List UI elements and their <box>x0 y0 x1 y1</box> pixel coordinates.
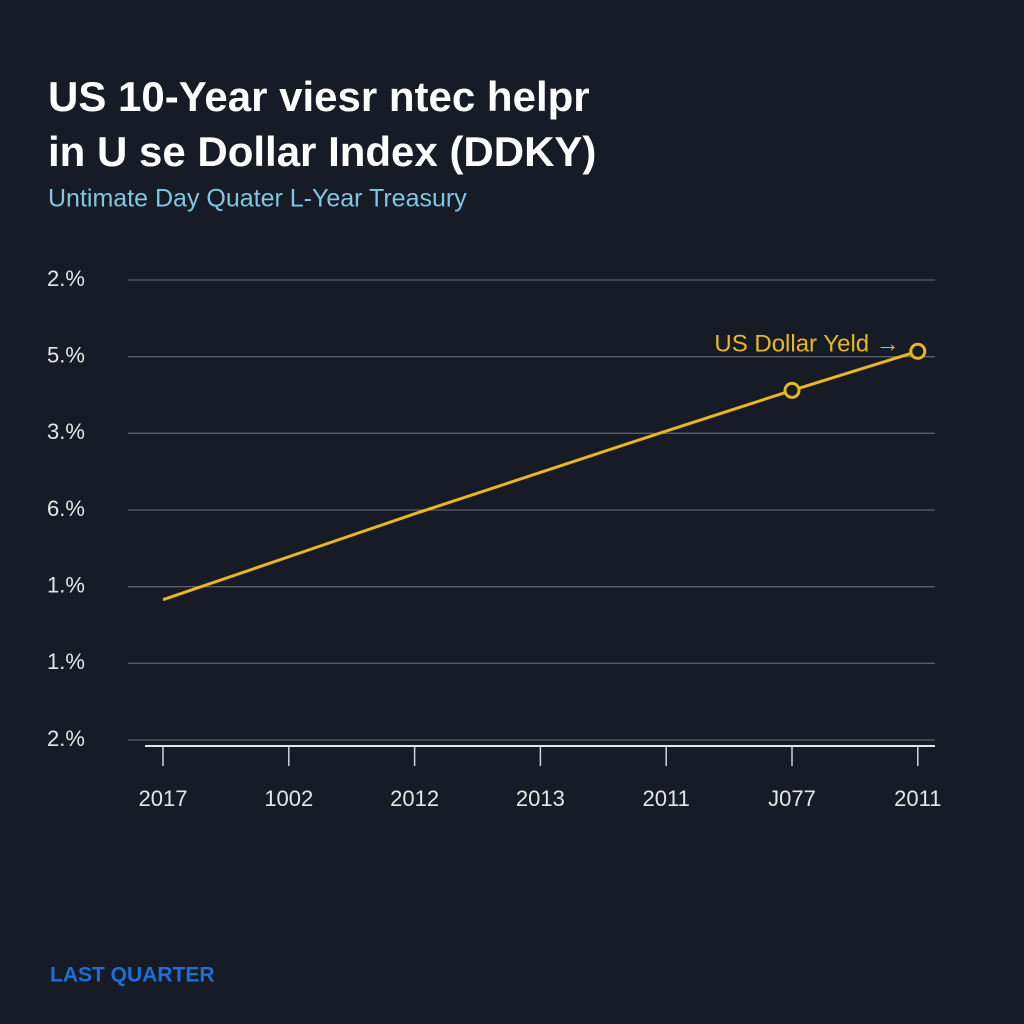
y-tick-label: 2.% <box>47 266 85 291</box>
y-tick-label: 2.% <box>47 726 85 751</box>
y-tick-label: 5.% <box>47 342 85 367</box>
annotation: US Dollar Yeld → <box>714 331 899 358</box>
y-tick-label: 3.% <box>47 419 85 444</box>
x-tick-label: J077 <box>768 786 816 811</box>
x-tick-label: 1002 <box>264 786 313 811</box>
y-tick-label: 1.% <box>47 649 85 674</box>
x-tick-label: 2017 <box>139 786 188 811</box>
chart-title: US 10-Year viesr ntec helpr <box>48 73 590 120</box>
chart-title: in U se Dollar Index (DDKY) <box>48 128 596 175</box>
chart-subtitle: Untimate Day Quater L-Year Treasury <box>48 185 467 213</box>
x-tick-label: 2011 <box>894 786 941 811</box>
marker <box>783 381 801 399</box>
x-tick-label: 2013 <box>516 786 565 811</box>
marker <box>909 342 927 360</box>
footer: LAST QUARTER <box>50 964 215 987</box>
x-tick-label: 2012 <box>390 786 439 811</box>
x-tick-label: 2011 <box>643 786 690 811</box>
y-tick-label: 1.% <box>47 572 85 597</box>
y-tick-label: 6.% <box>47 496 85 521</box>
